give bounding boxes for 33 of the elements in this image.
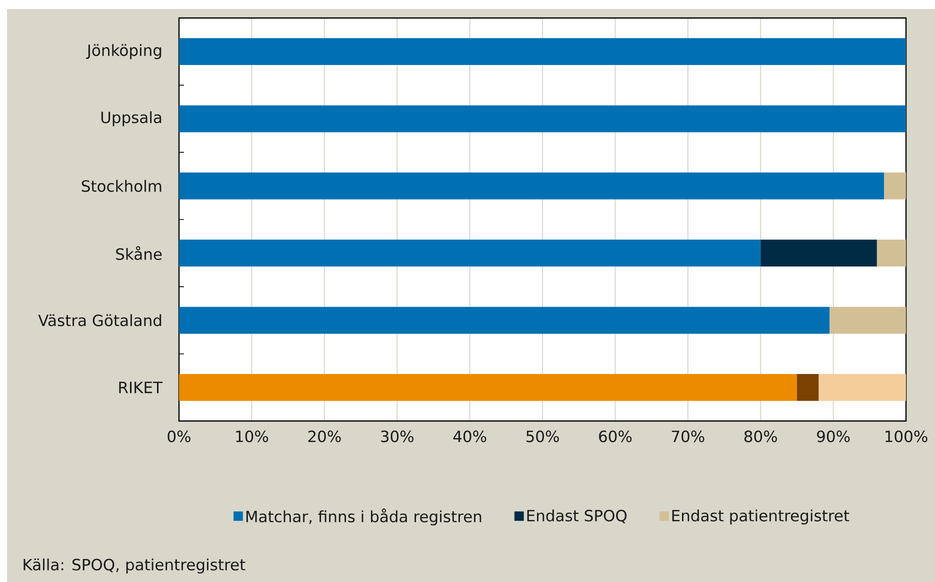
x-tick-label: 0% [168, 430, 190, 442]
bar [179, 172, 884, 200]
legend-label: Matchar, finns i båda registren [246, 508, 482, 526]
bar [876, 240, 906, 267]
x-tick-label: 100% [886, 430, 928, 442]
y-tick-label: Uppsala [101, 111, 162, 126]
y-tick-label: Västra Götaland [38, 314, 162, 326]
x-tick-label: 50% [526, 430, 559, 442]
x-tick-label: 10% [236, 430, 268, 442]
bar [179, 240, 761, 267]
y-tick-label: Jönköping [86, 44, 162, 60]
bar [830, 306, 906, 334]
bar [884, 172, 906, 200]
text: Källa: SPOQ, patientregistret [24, 558, 246, 574]
bar [818, 374, 906, 401]
bar [179, 38, 906, 66]
x-tick-label: 60% [599, 430, 632, 442]
x-tick-label: 20% [308, 430, 341, 442]
bar [179, 306, 830, 334]
bar [760, 240, 877, 267]
y-tick-label: RIKET [119, 382, 163, 394]
x-tick-label: 70% [672, 430, 704, 442]
y-tick-label: Skåne [116, 246, 162, 260]
x-tick-label: 30% [381, 430, 414, 442]
x-tick-label: 80% [744, 430, 777, 442]
x-tick-label: 90% [817, 430, 850, 442]
legend-label: Endast SPOQ [527, 509, 627, 524]
bar [179, 105, 906, 132]
bar [796, 374, 819, 401]
x-tick-label: 40% [453, 430, 486, 442]
y-tick-label: Stockholm [82, 180, 162, 192]
bar [179, 374, 797, 401]
legend-label: Endast patientregistret [672, 509, 850, 524]
